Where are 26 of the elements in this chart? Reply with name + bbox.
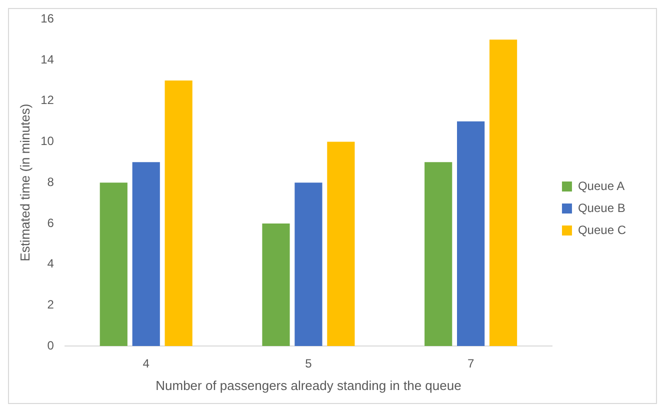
y-tick-label: 10 bbox=[40, 134, 54, 148]
y-tick-label: 4 bbox=[47, 256, 54, 271]
bar bbox=[457, 121, 485, 346]
y-tick-label: 2 bbox=[47, 297, 54, 312]
bar bbox=[132, 162, 160, 346]
legend-label: Queue A bbox=[578, 178, 625, 193]
legend-label: Queue C bbox=[578, 222, 626, 237]
x-tick-label: 4 bbox=[142, 356, 150, 371]
x-tick-label: 5 bbox=[305, 356, 312, 371]
bar bbox=[262, 223, 290, 346]
bar bbox=[327, 142, 355, 346]
x-tick-label: 7 bbox=[467, 356, 474, 371]
y-tick-label: 14 bbox=[40, 52, 54, 66]
bar bbox=[294, 182, 322, 346]
y-tick-label: 6 bbox=[47, 216, 54, 230]
bar bbox=[489, 40, 518, 346]
bar bbox=[164, 80, 192, 346]
legend-label: Queue B bbox=[578, 200, 626, 215]
x-axis-title: Number of passengers already standing in the queue bbox=[156, 378, 462, 393]
bar bbox=[424, 162, 452, 346]
y-tick-label: 12 bbox=[40, 93, 54, 108]
y-tick-label: 0 bbox=[47, 338, 54, 352]
y-tick-label: 16 bbox=[40, 12, 54, 26]
y-tick-label: 8 bbox=[47, 174, 54, 189]
bar bbox=[100, 182, 128, 346]
y-axis-title: Estimated time (in minutes) bbox=[17, 104, 32, 262]
